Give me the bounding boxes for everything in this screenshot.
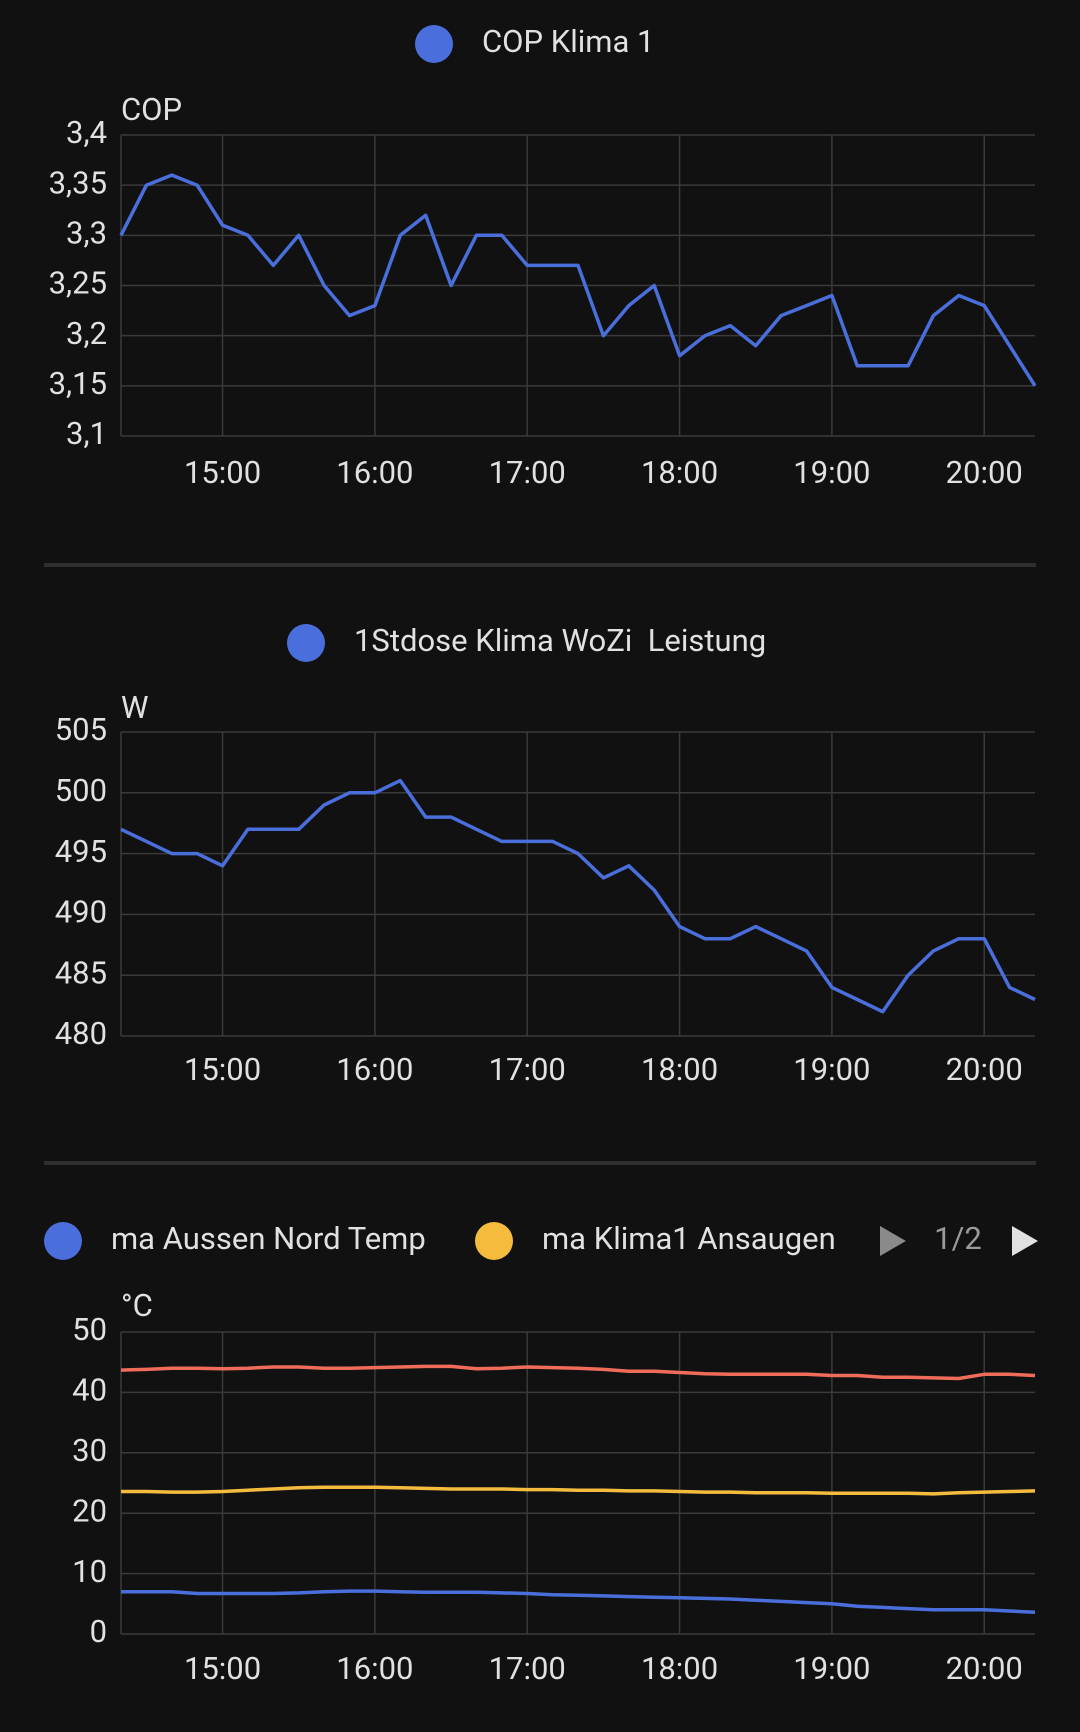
y-tick-label: 30 — [72, 1432, 107, 1469]
y-tick-label: 3,25 — [49, 265, 107, 302]
y-tick-label: 0 — [90, 1613, 107, 1650]
y-tick-label: 3,1 — [66, 415, 107, 452]
series-line — [121, 1589, 1036, 1615]
y-tick-label: 3,35 — [49, 164, 107, 201]
x-tick-label: 17:00 — [489, 1051, 566, 1088]
y-tick-label: 50 — [72, 1311, 107, 1348]
y-axis-unit: W — [121, 689, 149, 726]
legend-label: 1Stdose Klima WoZi Leistung — [354, 622, 766, 659]
y-tick-label: 3,4 — [66, 114, 107, 151]
x-tick-label: 20:00 — [946, 1051, 1023, 1088]
x-tick-label: 19:00 — [793, 454, 870, 491]
x-tick-label: 18:00 — [641, 1650, 718, 1687]
x-tick-label: 15:00 — [184, 1051, 261, 1088]
x-tick-label: 18:00 — [641, 1051, 718, 1088]
legend-next[interactable] — [1012, 1226, 1038, 1256]
y-tick-label: 3,2 — [66, 315, 107, 352]
x-tick-label: 16:00 — [336, 454, 413, 491]
legend-label: COP Klima 1 — [482, 23, 654, 60]
y-tick-label: 490 — [55, 894, 107, 931]
y-axis-unit: °C — [121, 1287, 153, 1324]
legend-prev[interactable] — [880, 1226, 906, 1256]
series-line — [120, 778, 1036, 1014]
x-tick-label: 15:00 — [184, 454, 261, 491]
y-tick-label: 505 — [55, 711, 107, 748]
legend-label: ma Klima1 Ansaugen — [542, 1220, 836, 1257]
y-tick-label: 500 — [55, 772, 107, 809]
x-tick-label: 18:00 — [641, 454, 718, 491]
y-tick-label: 485 — [55, 954, 107, 991]
y-tick-label: 3,3 — [66, 215, 107, 252]
series-line — [120, 1364, 1036, 1381]
y-tick-label: 495 — [55, 833, 107, 870]
y-tick-label: 40 — [72, 1372, 107, 1409]
legend-swatch — [415, 25, 453, 63]
y-tick-label: 10 — [72, 1553, 107, 1590]
x-tick-label: 19:00 — [793, 1051, 870, 1088]
x-tick-label: 20:00 — [946, 1650, 1023, 1687]
x-tick-label: 17:00 — [489, 454, 566, 491]
x-tick-label: 17:00 — [489, 1650, 566, 1687]
legend-page: 1/2 — [934, 1220, 982, 1257]
y-tick-label: 480 — [55, 1015, 107, 1052]
legend-swatch — [475, 1222, 513, 1260]
x-tick-label: 16:00 — [336, 1051, 413, 1088]
legend-label: ma Aussen Nord Temp — [111, 1220, 426, 1257]
x-tick-label: 20:00 — [946, 454, 1023, 491]
x-tick-label: 19:00 — [793, 1650, 870, 1687]
y-tick-label: 3,15 — [49, 365, 107, 402]
x-tick-label: 15:00 — [184, 1650, 261, 1687]
legend-swatch — [287, 624, 325, 662]
legend-swatch — [44, 1222, 82, 1260]
x-tick-label: 16:00 — [336, 1650, 413, 1687]
series-line — [121, 1485, 1036, 1496]
y-axis-unit: COP — [121, 91, 182, 128]
y-tick-label: 20 — [72, 1492, 107, 1529]
series-line — [119, 173, 1037, 387]
